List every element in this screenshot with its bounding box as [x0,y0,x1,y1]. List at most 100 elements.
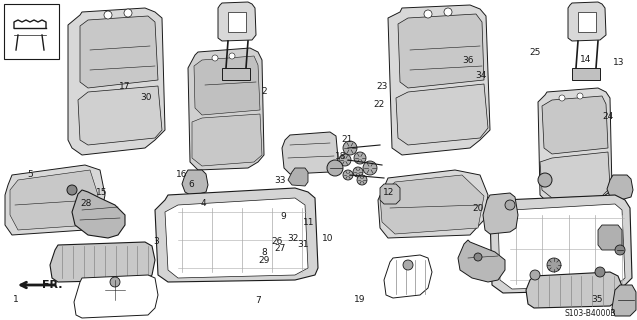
Polygon shape [396,84,488,145]
Polygon shape [384,255,432,298]
Polygon shape [50,242,155,282]
Circle shape [353,167,363,177]
Text: S103-B4000B: S103-B4000B [564,309,616,318]
Bar [578,12,596,32]
Circle shape [110,277,120,287]
Polygon shape [378,170,488,238]
Text: 34: 34 [475,71,487,80]
Text: 5: 5 [27,170,34,179]
Text: 13: 13 [613,58,625,67]
Text: 22: 22 [373,100,385,108]
Text: 14: 14 [580,55,592,64]
Polygon shape [72,190,125,238]
Polygon shape [74,275,158,318]
Text: 20: 20 [472,204,483,212]
Polygon shape [155,188,318,282]
Polygon shape [568,2,606,41]
Circle shape [124,9,132,17]
Polygon shape [526,272,622,308]
Bar [222,68,250,80]
Polygon shape [282,132,338,174]
Text: 6: 6 [188,180,194,188]
Polygon shape [598,225,622,250]
Circle shape [339,154,351,166]
Text: 2: 2 [262,87,267,96]
Polygon shape [194,56,260,115]
Polygon shape [498,204,625,289]
Text: 24: 24 [603,112,614,121]
Polygon shape [607,175,633,201]
Text: 7: 7 [255,296,261,305]
Circle shape [577,93,583,99]
Polygon shape [483,193,518,234]
Circle shape [444,8,452,16]
Text: 27: 27 [275,244,286,252]
Circle shape [327,160,343,176]
Circle shape [363,161,377,175]
Circle shape [104,11,112,19]
Polygon shape [612,285,636,316]
Bar [572,68,600,80]
Polygon shape [490,195,632,293]
Text: 35: 35 [592,295,603,304]
Text: 31: 31 [297,240,308,249]
Circle shape [357,175,367,185]
Polygon shape [398,14,484,88]
Polygon shape [68,8,165,155]
Circle shape [538,173,552,187]
Text: 21: 21 [341,135,353,144]
Circle shape [229,53,235,59]
Text: 18: 18 [335,152,347,161]
Text: 8: 8 [261,248,268,257]
Polygon shape [538,88,612,202]
Circle shape [343,141,357,155]
Text: 15: 15 [96,188,108,196]
Text: FR.: FR. [42,280,62,290]
Circle shape [212,55,218,61]
Text: 1: 1 [13,295,19,304]
Bar [228,12,246,32]
Text: 29: 29 [259,256,270,265]
Text: 10: 10 [322,234,334,243]
Polygon shape [188,48,264,170]
Text: 12: 12 [383,188,394,196]
Circle shape [595,267,605,277]
Text: 11: 11 [303,218,315,227]
Bar [4,4,59,59]
Polygon shape [542,96,608,154]
Polygon shape [80,16,158,88]
Polygon shape [458,240,505,282]
Text: 25: 25 [529,48,541,57]
Text: 23: 23 [376,82,388,91]
Circle shape [615,245,625,255]
Polygon shape [380,184,400,204]
Polygon shape [5,165,105,235]
Circle shape [559,95,565,101]
Polygon shape [165,198,308,278]
Polygon shape [78,86,162,145]
Polygon shape [192,114,262,166]
Text: 3: 3 [153,237,159,246]
Text: 30: 30 [141,93,152,102]
Circle shape [547,258,561,272]
Polygon shape [388,5,490,155]
Text: 4: 4 [201,199,206,208]
Text: 16: 16 [176,170,187,179]
Text: 17: 17 [118,82,130,91]
Polygon shape [380,175,484,234]
Circle shape [474,253,482,261]
Circle shape [67,185,77,195]
Circle shape [343,170,353,180]
Text: 32: 32 [287,234,299,243]
Polygon shape [218,2,256,41]
Text: 36: 36 [462,56,474,65]
Text: 19: 19 [354,295,366,304]
Text: 26: 26 [271,237,283,246]
Polygon shape [10,170,98,230]
Polygon shape [288,168,308,186]
Circle shape [403,260,413,270]
Text: 9: 9 [280,212,287,220]
Circle shape [505,200,515,210]
Polygon shape [540,152,610,198]
Circle shape [424,10,432,18]
